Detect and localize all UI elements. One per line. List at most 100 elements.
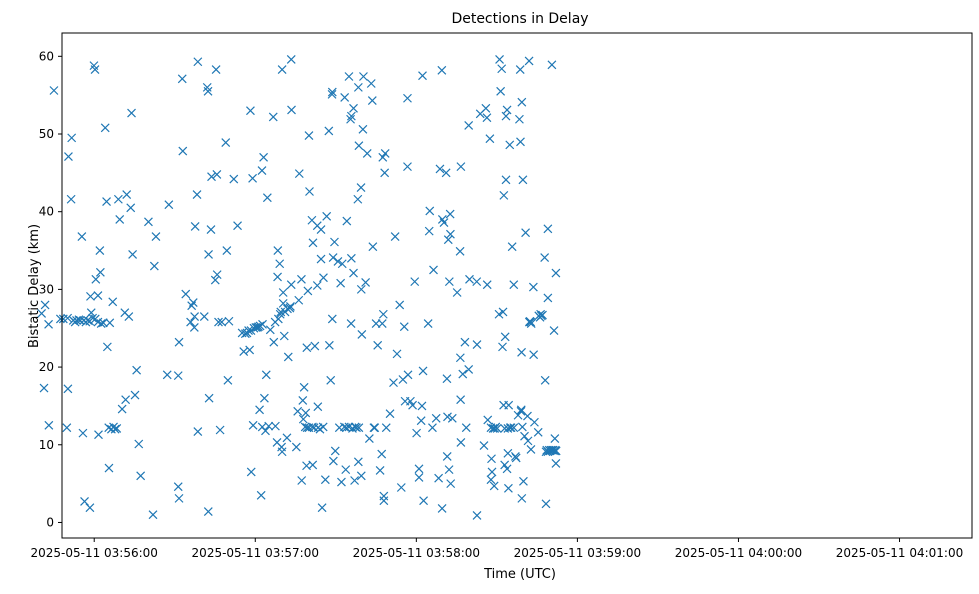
data-point [486,475,496,485]
data-point [72,316,81,325]
data-point [102,342,112,352]
data-point [524,56,534,66]
data-point [516,406,526,416]
data-point [273,246,283,255]
data-point [489,481,499,491]
data-point [257,166,267,175]
data-point [517,493,527,503]
data-point [346,253,356,263]
data-point [293,406,303,416]
data-point [441,168,451,178]
data-point [487,454,496,464]
data-point [492,424,502,433]
data-point [298,396,308,405]
data-point [229,174,239,184]
data-point [327,89,337,99]
data-point [551,268,561,278]
data-point [482,280,492,290]
data-point [245,345,255,355]
data-point [199,312,209,322]
data-point [37,309,47,318]
data-point [437,504,447,513]
data-point [333,256,343,266]
data-point [95,246,105,255]
data-point [399,322,409,332]
data-point [503,483,513,493]
data-point [367,96,377,106]
data-point [318,422,328,432]
data-point [514,114,524,124]
data-point [511,453,521,463]
data-point [298,414,308,424]
data-point [456,395,466,405]
data-point [275,259,285,269]
data-point [287,105,296,115]
data-point [520,431,529,441]
data-point [428,423,437,433]
data-point [418,71,427,81]
data-point [447,413,457,423]
data-point [551,446,561,456]
data-point [210,275,220,285]
data-point [403,93,412,103]
data-point [417,401,427,411]
data-point [395,300,405,310]
data-point [502,464,512,474]
data-point [326,375,336,385]
data-point [353,194,363,204]
data-point [445,209,455,219]
plot-area [61,32,973,539]
data-point [434,473,444,483]
data-point [91,274,101,284]
data-point [173,371,183,381]
data-point [328,253,338,262]
data-point [278,288,288,297]
data-point [483,415,493,425]
data-point [529,350,539,360]
data-point [49,86,59,95]
data-point [95,267,105,277]
data-point [530,417,539,427]
data-point [446,229,455,239]
data-point [377,449,387,459]
data-point [497,64,507,74]
data-point [379,496,389,506]
data-point [215,425,225,435]
data-point [67,133,77,143]
data-point [523,436,533,446]
data-point [261,370,271,380]
data-point [437,65,447,75]
x-tick-label: 2025-05-11 04:00:00 [675,546,802,560]
data-point [513,410,523,420]
data-point [327,314,337,324]
data-point [78,428,88,438]
data-point [418,366,428,376]
data-point [392,349,402,359]
data-point [39,383,49,393]
data-point [507,242,517,252]
data-point [361,277,371,287]
data-point [75,316,85,325]
data-point [519,476,528,486]
data-point [255,321,265,331]
data-point [265,325,275,335]
data-point [378,309,388,319]
data-point [461,423,471,433]
data-point [540,253,550,262]
data-point [495,54,504,64]
data-point [358,124,368,134]
data-point [174,493,184,503]
data-point [239,347,249,356]
data-point [443,412,452,422]
data-point [341,465,351,475]
data-point [130,390,140,400]
data-point [380,148,390,158]
data-point [375,465,385,475]
data-point [77,232,87,241]
data-point [498,307,508,317]
data-point [132,365,142,375]
data-point [378,152,388,162]
data-point [499,190,509,200]
y-tick-label: 0 [46,515,54,529]
data-point [189,323,199,332]
